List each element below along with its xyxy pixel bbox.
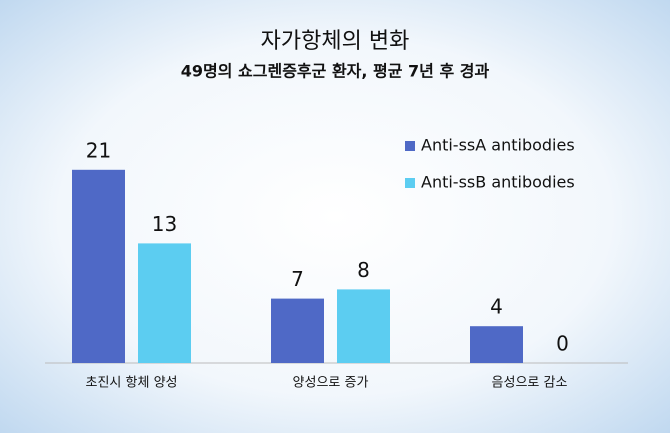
data-label: 21 [86,138,111,162]
legend-label: Anti-ssA antibodies [421,136,575,155]
x-tick-label: 양성으로 증가 [293,376,369,391]
x-tick-label: 초진시 항체 양성 [86,376,178,391]
legend-swatch [405,178,415,188]
chart-title: 자가항체의 변화 [261,29,410,54]
data-label: 13 [152,212,177,236]
bar [470,326,523,363]
bar [337,289,390,363]
x-tick-label: 음성으로 감소 [492,376,568,391]
legend-label: Anti-ssB antibodies [421,173,575,192]
bar [138,243,191,363]
bar [72,169,125,363]
data-label: 0 [556,332,569,356]
chart-subtitle: 49명의 쇼그렌증후군 환자, 평균 7년 후 경과 [181,62,490,81]
data-label: 4 [490,295,503,319]
bar [271,298,324,363]
data-label: 7 [291,267,304,291]
legend-swatch [405,141,415,151]
data-label: 8 [357,258,370,282]
